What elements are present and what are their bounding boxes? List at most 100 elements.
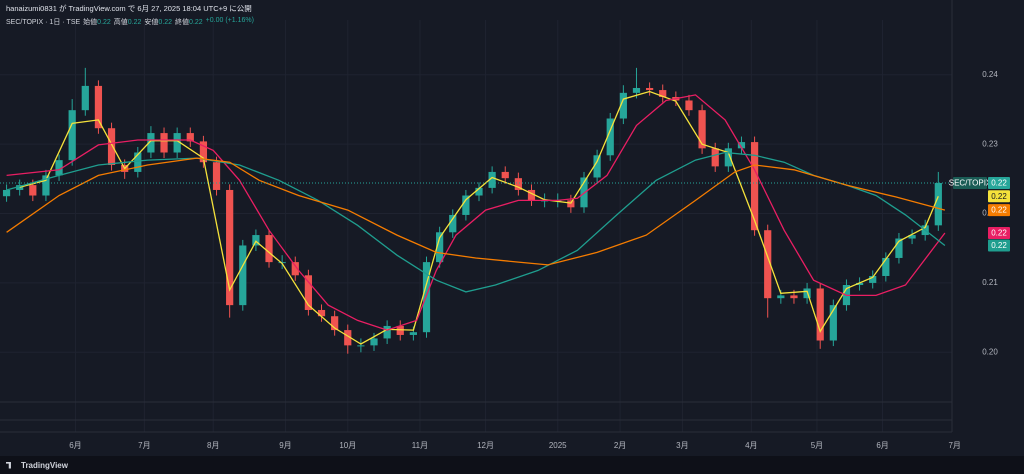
candle-body (593, 155, 601, 178)
candle-body (173, 133, 181, 153)
candle-body (436, 232, 444, 263)
ohlc-value: 0.22 (127, 19, 142, 26)
ohlc-item: 安値0.22 (144, 17, 172, 27)
x-tick-label: 3月 (676, 441, 688, 450)
candle-body (816, 288, 824, 341)
candle-body (134, 152, 142, 172)
change: +0.00 (+1.16%) (205, 17, 254, 24)
candle-body (567, 200, 575, 208)
candle-body (908, 235, 916, 239)
moving-average-line (19, 90, 939, 345)
price-tag-label: 0.22 (991, 241, 1007, 250)
moving-average-line (6, 157, 946, 266)
candle-body (409, 332, 417, 335)
symbol-legend: SEC/TOPIX · 1日 · TSE 始値0.22 高値0.22 安値0.22 終値… (6, 17, 254, 27)
candle-body (226, 189, 234, 306)
y-tick-label: 0.21 (982, 278, 998, 287)
candle-body (42, 175, 50, 196)
candle-body (527, 189, 536, 201)
candle-body (934, 183, 942, 226)
candle-body (514, 178, 522, 190)
ohlc-value: 0.22 (189, 19, 203, 26)
candle-body (777, 295, 785, 299)
candle-body (186, 133, 194, 142)
x-tick-label: 5月 (811, 441, 823, 450)
candle-body (252, 235, 260, 246)
ohlc-item: 高値0.22 (114, 17, 142, 27)
price-tag-label: 0.22 (991, 206, 1007, 215)
candle-body (764, 230, 772, 299)
x-tick-label: 7月 (138, 441, 150, 450)
candle-body (475, 187, 483, 196)
symbol: SEC/TOPIX · 1日 · TSE (6, 19, 81, 26)
x-tick-label: 4月 (745, 441, 757, 450)
brand-logo (6, 461, 13, 469)
candle-body (239, 245, 247, 306)
y-tick-label: 0.20 (982, 347, 998, 356)
ohlc-value: 0.22 (158, 19, 173, 26)
candle-body (882, 257, 890, 276)
candle-body (606, 118, 614, 156)
candle-body (55, 160, 63, 176)
x-tick-label: 12月 (477, 441, 494, 450)
brand-name: TradingView (21, 460, 68, 470)
chart-background (0, 0, 1024, 456)
candle-body (81, 85, 89, 111)
candle-body (357, 345, 365, 347)
candle-body (317, 309, 326, 317)
last-price-label: 0.22 (991, 179, 1007, 188)
ohlc-name: 終値 (175, 19, 190, 26)
candle-body (645, 87, 654, 91)
candle-body (2, 189, 11, 197)
candle-body (291, 262, 299, 276)
x-tick-label: 8月 (207, 441, 219, 450)
candle-body (16, 185, 24, 190)
ohlc-item: 終値0.22 (175, 17, 203, 27)
candle-body (396, 325, 404, 335)
candle-body (685, 100, 693, 111)
candle-body (698, 110, 706, 149)
candle-body (855, 282, 864, 286)
candle-body (94, 85, 103, 129)
candle-body (160, 133, 168, 153)
footer: TradingView (0, 456, 1024, 474)
candle-body (711, 148, 719, 167)
candle-body (331, 316, 339, 331)
ohlc-item: 始値0.22 (83, 17, 111, 27)
candle-body (724, 148, 732, 167)
candle-body (449, 214, 457, 233)
y-tick-label: 0.24 (982, 70, 998, 79)
candle-body (68, 110, 76, 161)
x-tick-label: 9月 (279, 441, 291, 450)
publisher-line: hanaizumi0831 が TradingView.com で 6月 27,… (6, 4, 252, 13)
price-tag-label: 0.22 (991, 192, 1007, 201)
last-price-name: SEC/TOPIX (949, 179, 992, 188)
candle-body (199, 141, 208, 163)
candle-body (737, 142, 746, 149)
x-tick-label: 11月 (412, 441, 428, 450)
candle-body (370, 338, 378, 346)
candle-body (895, 238, 903, 258)
candle-body (147, 133, 155, 153)
candle-body (619, 92, 627, 119)
candle-body (501, 171, 509, 179)
x-tick-label: 6月 (69, 441, 81, 450)
candle-body (659, 90, 667, 98)
candle-body (265, 235, 273, 263)
price-tag-label: 0.22 (991, 229, 1007, 238)
candle-body (790, 295, 798, 299)
ohlc-name: 始値 (83, 19, 98, 26)
candle-body (750, 142, 759, 231)
candle-body (212, 162, 221, 190)
candle-body (869, 275, 877, 283)
candle-body (462, 195, 470, 215)
y-tick-label: 0.23 (982, 139, 998, 148)
x-tick-label: 7月 (948, 441, 960, 450)
candle-body (344, 330, 352, 346)
candle-body (488, 171, 496, 188)
candle-body (107, 128, 116, 165)
candle-body (829, 305, 837, 341)
chart: 0.20 0.21 0.22 0.23 0.24 6月 7月 8月 9月 10月 11月 12月 202… (0, 0, 1024, 456)
candle-body (29, 185, 37, 196)
